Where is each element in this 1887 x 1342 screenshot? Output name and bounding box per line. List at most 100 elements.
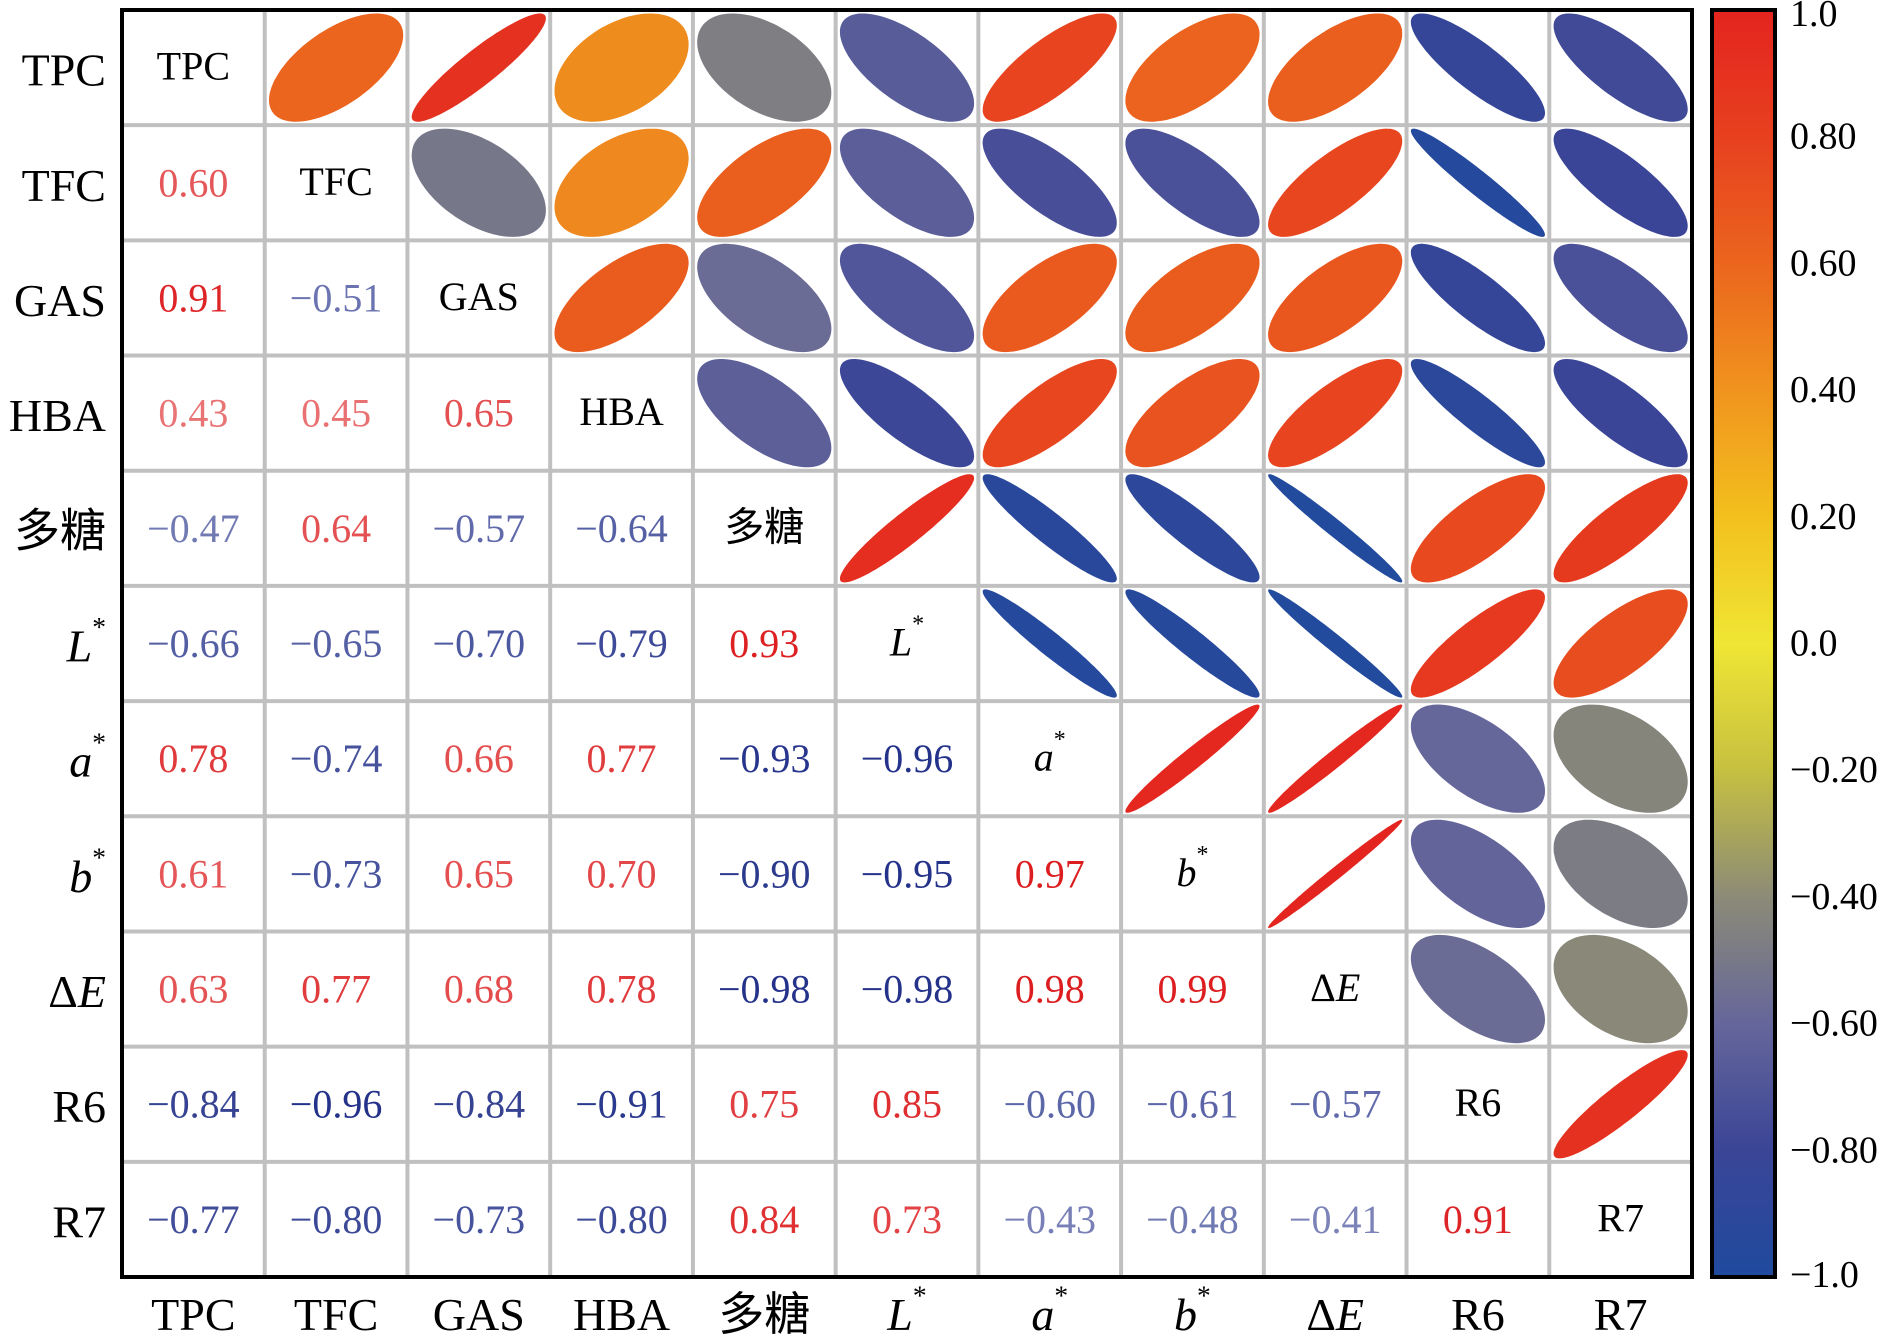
matrix-frame — [120, 8, 1694, 1279]
delta-glyph: Δ — [48, 966, 78, 1017]
matrix-cell — [982, 13, 1117, 122]
correlation-value: 0.77 — [587, 736, 657, 781]
matrix-cell — [1125, 128, 1260, 237]
label-superscript: * — [92, 841, 106, 872]
label-text: a — [69, 735, 92, 786]
correlation-ellipse — [1268, 128, 1403, 237]
matrix-cell: −0.57 — [433, 506, 526, 551]
label-text: b — [1176, 849, 1196, 894]
correlation-ellipse — [411, 13, 546, 122]
colorbar-gradient — [1710, 8, 1777, 1279]
correlation-value: 0.99 — [1157, 967, 1227, 1012]
correlation-ellipse — [1410, 704, 1545, 813]
label-text: R7 — [52, 1196, 106, 1247]
matrix-cell — [697, 13, 832, 122]
correlation-value: −0.91 — [575, 1082, 668, 1127]
matrix-cell — [1268, 128, 1403, 237]
diagonal-label: a* — [1034, 727, 1066, 779]
correlation-value: −0.98 — [861, 967, 954, 1012]
matrix-cell: −0.90 — [718, 851, 811, 896]
matrix-cell: −0.60 — [1003, 1082, 1096, 1127]
correlation-value: −0.60 — [1003, 1082, 1096, 1127]
matrix-cell: 0.64 — [301, 506, 371, 551]
matrix-cell: 0.97 — [1015, 851, 1085, 896]
matrix-cell: −0.73 — [433, 1197, 526, 1242]
matrix-cell: −0.74 — [290, 736, 383, 781]
colorbar-tick-label: 0.20 — [1790, 496, 1857, 538]
correlation-ellipse — [1125, 13, 1260, 122]
colorbar-tick-labels: 1.0 0.80 0.60 0.40 0.20 0.0 −0.20 −0.40 −0.60 −0.… — [1790, 0, 1878, 1296]
label-text: R6 — [1455, 1080, 1502, 1125]
matrix-cell — [1553, 128, 1688, 237]
column-label: TFC — [294, 1289, 378, 1340]
correlation-ellipse — [1268, 474, 1403, 583]
correlation-value: 0.78 — [158, 736, 228, 781]
matrix-cell — [1410, 934, 1545, 1044]
correlation-value: −0.98 — [718, 967, 811, 1012]
matrix-cell: −0.47 — [147, 506, 240, 551]
label-superscript: * — [913, 1279, 927, 1310]
label-text: TFC — [294, 1289, 378, 1340]
matrix-cell: 0.84 — [729, 1197, 799, 1242]
correlation-value: −0.93 — [718, 736, 811, 781]
correlation-ellipse — [1410, 243, 1545, 353]
correlation-value: −0.48 — [1146, 1197, 1239, 1242]
correlation-ellipse — [1553, 704, 1688, 813]
matrix-cell — [1125, 589, 1260, 698]
matrix-cell: 0.63 — [158, 967, 228, 1012]
row-label: TFC — [22, 159, 106, 210]
row-label: HBA — [9, 390, 106, 441]
label-text: HBA — [9, 390, 106, 441]
matrix-cell — [1553, 934, 1688, 1044]
diagonal-label: 多糖 — [724, 504, 804, 549]
label-text: TPC — [151, 1289, 235, 1340]
label-text: a — [1034, 734, 1054, 779]
correlation-value: 0.93 — [729, 621, 799, 666]
matrix-cell — [1553, 589, 1688, 698]
correlation-ellipse — [1553, 474, 1688, 583]
matrix-cell: −0.79 — [575, 621, 668, 666]
matrix-cell: −0.93 — [718, 736, 811, 781]
matrix-cell — [1410, 13, 1545, 122]
correlation-value: 0.85 — [872, 1082, 942, 1127]
diagonal-label: L* — [889, 612, 924, 664]
correlation-ellipse — [1125, 243, 1260, 353]
label-text: 多糖 — [724, 504, 804, 549]
matrix-cell — [1410, 359, 1545, 468]
label-text: HBA — [573, 1289, 670, 1340]
matrix-cell — [1553, 13, 1688, 122]
matrix-cell — [839, 128, 975, 237]
column-label: R6 — [1451, 1289, 1505, 1340]
row-label: R7 — [52, 1196, 106, 1247]
matrix-cell — [839, 359, 975, 468]
label-superscript: * — [92, 726, 106, 757]
matrix-cell — [982, 589, 1117, 698]
correlation-ellipse — [1268, 13, 1403, 122]
row-label: a* — [69, 726, 106, 786]
matrix-cell: −0.84 — [147, 1082, 240, 1127]
matrix-cell — [839, 474, 975, 583]
matrix-cell — [982, 474, 1117, 583]
matrix-cell — [1268, 474, 1403, 583]
colorbar-tick-label: 0.40 — [1790, 369, 1857, 411]
correlation-ellipse — [554, 243, 689, 353]
matrix-cell: −0.51 — [290, 275, 383, 320]
matrix-cell — [1268, 359, 1403, 468]
delta-glyph: Δ — [1310, 965, 1336, 1010]
label-letter: E — [77, 966, 106, 1017]
matrix-cell — [1553, 704, 1688, 813]
correlation-value: 0.66 — [444, 736, 514, 781]
correlation-value: 0.63 — [158, 967, 228, 1012]
correlation-ellipse — [697, 128, 832, 237]
label-superscript: * — [1197, 1279, 1211, 1310]
correlation-value: −0.61 — [1146, 1082, 1239, 1127]
correlation-ellipse — [1268, 243, 1403, 353]
correlation-value: 0.75 — [729, 1082, 799, 1127]
matrix-cell — [1125, 359, 1260, 468]
matrix-cell: 0.70 — [587, 851, 657, 896]
matrix-cell — [1268, 243, 1403, 353]
correlation-ellipse — [982, 13, 1117, 122]
correlation-value: 0.84 — [729, 1197, 799, 1242]
matrix-cell: GAS — [439, 273, 519, 318]
row-label: R6 — [52, 1081, 106, 1132]
